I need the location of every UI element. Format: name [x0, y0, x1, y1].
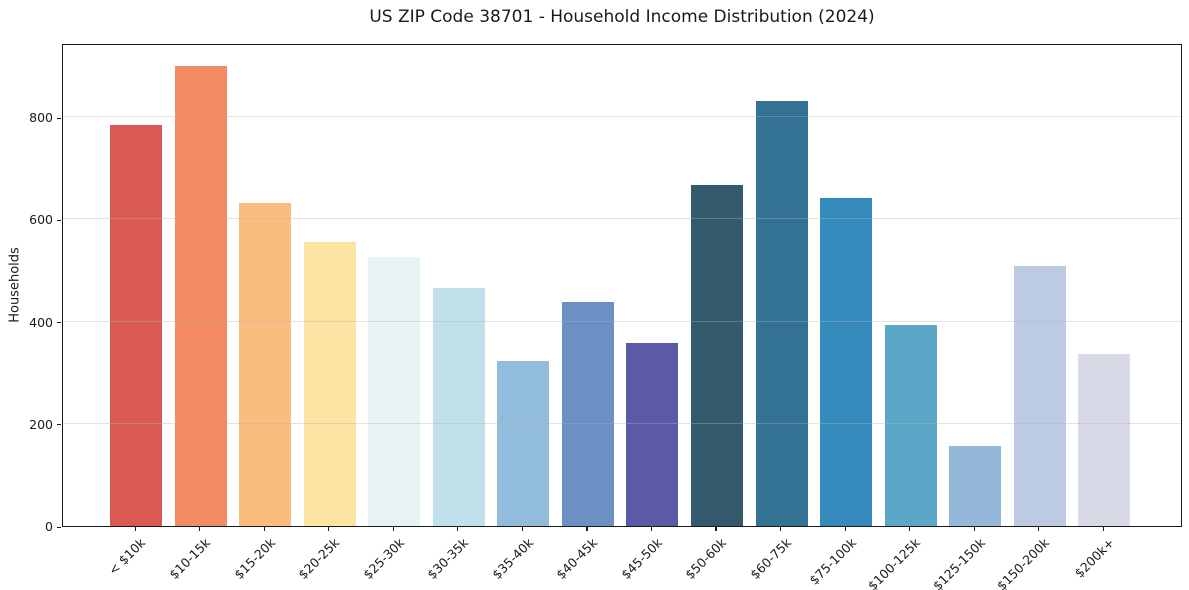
y-tick-mark-400 [57, 322, 61, 324]
bar-$30-35k [432, 288, 485, 526]
bar-$15-20k [239, 202, 292, 526]
x-tick-mark-$125-150k [973, 527, 975, 531]
x-tick-mark-$100-125k [909, 527, 911, 531]
x-tick-label-$75-100k: $75-100k [806, 535, 859, 588]
x-tick-label-$25-30k: $25-30k [359, 535, 407, 583]
x-tick-label-$20-25k: $20-25k [295, 535, 343, 583]
x-tick-label-$40-45k: $40-45k [553, 535, 601, 583]
x-tick-label-$200k+: $200k+ [1071, 535, 1117, 581]
x-tick-label-$100-125k: $100-125k [864, 535, 924, 590]
x-tick-label-$30-35k: $30-35k [424, 535, 472, 583]
chart-title: US ZIP Code 38701 - Household Income Dis… [369, 7, 875, 27]
gridline-800 [63, 116, 1181, 118]
x-tick-mark-$10-15k [199, 527, 201, 531]
x-tick-label-$60-75k: $60-75k [747, 535, 795, 583]
bar-$40-45k [561, 302, 614, 526]
bar-$20-25k [303, 242, 356, 526]
x-tick-mark-$15-20k [263, 527, 265, 531]
bar-$100-125k [884, 325, 937, 526]
plot-area [62, 44, 1182, 527]
x-tick-label-$35-40k: $35-40k [488, 535, 536, 583]
y-tick-label-600: 600 [29, 212, 53, 228]
y-tick-label-400: 400 [29, 314, 53, 330]
y-tick-label-200: 200 [29, 416, 53, 432]
gridline-600 [63, 218, 1181, 220]
x-tick-label-$45-50k: $45-50k [617, 535, 666, 583]
bar-< $10k [110, 124, 162, 526]
x-tick-mark-$75-100k [844, 527, 846, 531]
bar-$35-40k [497, 360, 550, 526]
x-tick-mark-< $10k [134, 527, 136, 531]
x-tick-label-$15-20k: $15-20k [230, 535, 278, 583]
bar-$75-100k [820, 197, 873, 526]
x-tick-mark-$25-30k [392, 527, 394, 531]
y-axis-label: Households [7, 247, 23, 323]
y-tick-label-800: 800 [29, 110, 53, 126]
y-tick-mark-0 [57, 526, 61, 528]
x-tick-label-< $10k: < $10k [105, 535, 149, 578]
y-tick-mark-200 [57, 424, 61, 426]
y-tick-label-0: 0 [45, 519, 53, 534]
bar-$60-75k [755, 101, 808, 526]
x-tick-mark-$45-50k [650, 527, 653, 531]
x-tick-mark-$40-45k [586, 527, 588, 531]
y-tick-mark-600 [57, 219, 61, 222]
x-tick-label-$125-150k: $125-150k [929, 535, 988, 590]
x-tick-mark-$60-75k [780, 527, 782, 531]
y-tick-mark-800 [57, 117, 61, 119]
x-tick-mark-$20-25k [328, 527, 330, 531]
bar-$25-30k [368, 257, 421, 526]
x-tick-label-$10-15k: $10-15k [166, 535, 214, 583]
x-tick-mark-$200k+ [1102, 527, 1104, 531]
gridline-400 [63, 320, 1181, 322]
bar-$10-15k [174, 66, 227, 526]
gridline-200 [63, 422, 1181, 424]
x-tick-label-$150-200k: $150-200k [994, 535, 1053, 590]
bar-$200k+ [1078, 354, 1131, 526]
bar-$45-50k [626, 343, 679, 526]
x-tick-mark-$150-200k [1038, 527, 1040, 531]
x-tick-mark-$35-40k [521, 527, 523, 531]
bar-$50-60k [690, 185, 743, 526]
x-tick-mark-$50-60k [715, 527, 717, 531]
bar-$150-200k [1013, 266, 1066, 526]
x-tick-mark-$30-35k [457, 527, 459, 531]
bar-$125-150k [949, 445, 1002, 526]
x-tick-label-$50-60k: $50-60k [682, 535, 730, 583]
